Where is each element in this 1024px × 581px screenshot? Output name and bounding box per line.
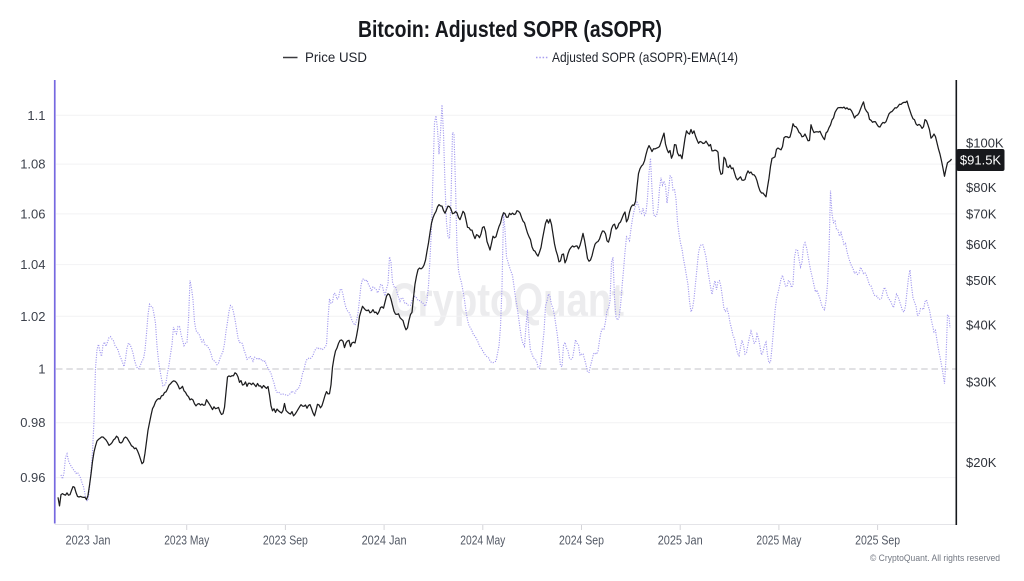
svg-text:2024 May: 2024 May bbox=[460, 533, 505, 548]
svg-text:CryptoQuant: CryptoQuant bbox=[390, 273, 624, 326]
svg-text:2023 Jan: 2023 Jan bbox=[66, 533, 111, 548]
svg-text:$100K: $100K bbox=[966, 136, 1004, 151]
svg-text:1.02: 1.02 bbox=[20, 309, 45, 324]
svg-text:2023 Sep: 2023 Sep bbox=[263, 533, 308, 548]
svg-text:$70K: $70K bbox=[966, 206, 997, 221]
svg-text:$80K: $80K bbox=[966, 180, 997, 195]
svg-text:$50K: $50K bbox=[966, 273, 997, 288]
svg-text:2025 May: 2025 May bbox=[756, 533, 801, 548]
svg-text:1.08: 1.08 bbox=[20, 157, 45, 172]
svg-text:2025 Jan: 2025 Jan bbox=[658, 533, 703, 548]
svg-text:© CryptoQuant. All rights rese: © CryptoQuant. All rights reserved bbox=[870, 553, 1000, 564]
svg-text:1: 1 bbox=[38, 362, 45, 377]
svg-text:1.06: 1.06 bbox=[20, 206, 45, 221]
svg-text:$20K: $20K bbox=[966, 455, 997, 470]
svg-text:$40K: $40K bbox=[966, 317, 997, 332]
svg-text:2023 May: 2023 May bbox=[164, 533, 209, 548]
svg-text:Bitcoin: Adjusted SOPR (aSOPR): Bitcoin: Adjusted SOPR (aSOPR) bbox=[358, 16, 662, 42]
svg-text:2024 Sep: 2024 Sep bbox=[559, 533, 604, 548]
svg-text:0.98: 0.98 bbox=[20, 415, 45, 430]
svg-text:$91.5K: $91.5K bbox=[960, 153, 1002, 168]
svg-text:0.96: 0.96 bbox=[20, 470, 45, 485]
svg-text:2024 Jan: 2024 Jan bbox=[362, 533, 407, 548]
svg-text:$60K: $60K bbox=[966, 237, 997, 252]
svg-text:1.04: 1.04 bbox=[20, 257, 45, 272]
svg-text:Adjusted SOPR (aSOPR)-EMA(14): Adjusted SOPR (aSOPR)-EMA(14) bbox=[552, 49, 738, 65]
svg-text:1.1: 1.1 bbox=[27, 108, 45, 123]
svg-text:2025 Sep: 2025 Sep bbox=[855, 533, 900, 548]
svg-text:$30K: $30K bbox=[966, 375, 997, 390]
svg-text:Price USD: Price USD bbox=[305, 49, 367, 65]
